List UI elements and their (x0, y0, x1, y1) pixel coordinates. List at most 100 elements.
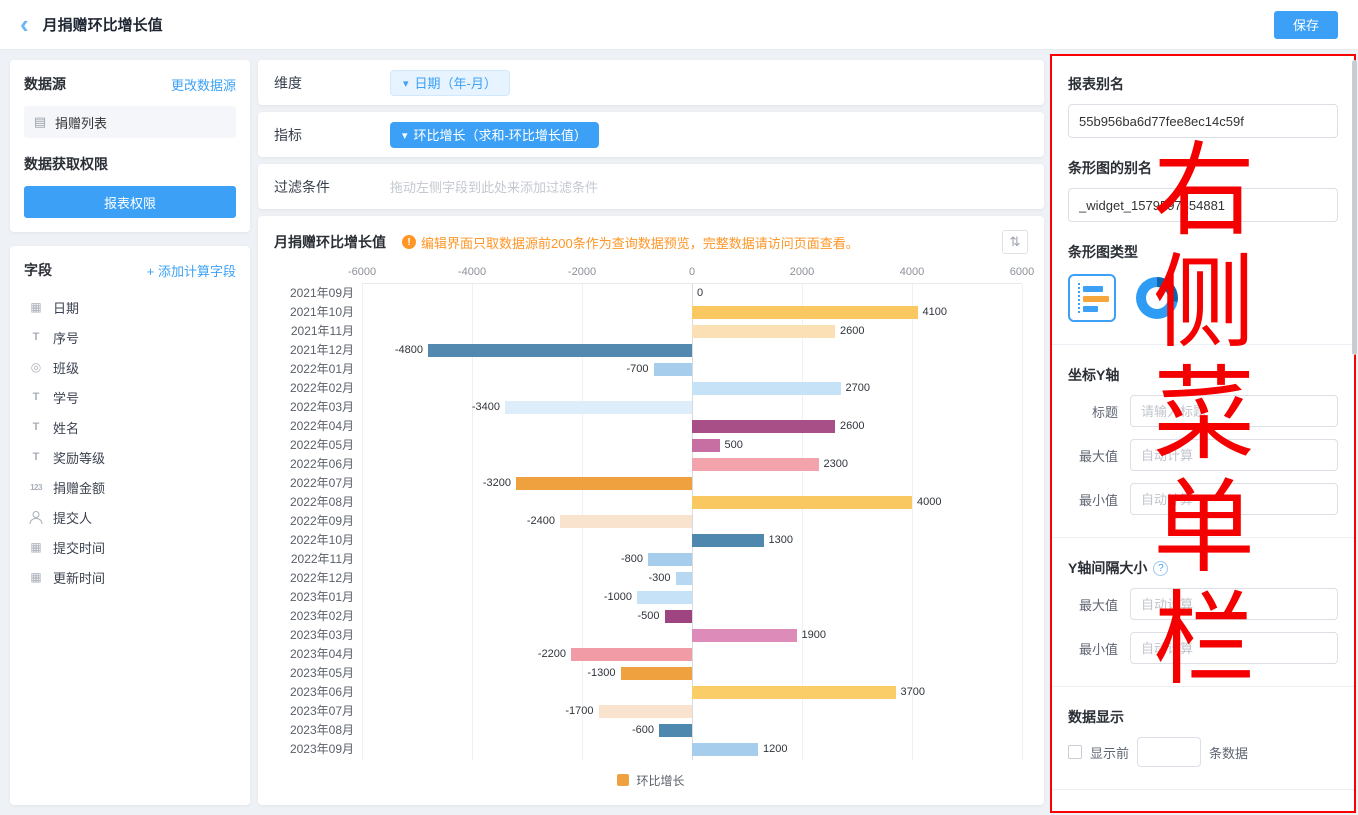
bar-2022年04月[interactable] (692, 420, 835, 433)
y-axis-rows-标题-input[interactable] (1130, 395, 1338, 427)
filter-dropzone[interactable]: 拖动左侧字段到此处来添加过滤条件 (390, 180, 599, 195)
bar-2023年06月[interactable] (692, 686, 896, 699)
bar-2022年02月[interactable] (692, 382, 841, 395)
bar-rows: 2021年09月 0 2021年10月 4100 2021年11月 2600 2021年12… (290, 284, 1022, 759)
bar-2022年03月[interactable] (505, 401, 692, 414)
datasource-item-label: 捐赠列表 (55, 115, 108, 131)
bar-2021年12月[interactable] (428, 344, 692, 357)
text-icon (28, 421, 44, 433)
scrollbar[interactable] (1352, 60, 1357, 355)
datasource-panel: 数据源 更改数据源 捐赠列表 数据获取权限 报表权限 (10, 60, 250, 232)
bar-2023年05月[interactable] (620, 667, 692, 680)
bar-2021年11月[interactable] (692, 325, 835, 338)
fields-title: 字段 (24, 262, 52, 278)
y-interval-rows-最大值-input[interactable] (1130, 588, 1338, 620)
show-first-checkbox[interactable] (1068, 745, 1082, 759)
chart-row: 2022年11月 -800 (291, 550, 1022, 569)
datasource-item[interactable]: 捐赠列表 (24, 106, 236, 138)
chart-row: 2022年01月 -700 (290, 360, 1022, 379)
field-item-班级[interactable]: 班级 (24, 352, 236, 382)
report-permission-button[interactable]: 报表权限 (24, 186, 236, 218)
y-interval-title: Y轴间隔大小 (1068, 558, 1338, 578)
bar-2022年11月[interactable] (648, 553, 692, 566)
bar-2022年09月[interactable] (560, 515, 692, 528)
bar-2022年05月[interactable] (692, 439, 720, 452)
setting-label: 最小值 (1078, 641, 1118, 657)
person-icon (28, 511, 44, 524)
category-label: 2023年04月 (289, 647, 354, 661)
field-list: 日期序号班级学号姓名奖励等级捐赠金额提交人提交时间更新时间 (24, 292, 236, 592)
value-label: 2600 (839, 420, 865, 432)
value-label: 4100 (922, 306, 947, 318)
bar-chart-type-icon (1077, 283, 1109, 313)
chart-header: 月捐赠环比增长值 编辑界面只取数据源前200条作为查询数据预览，完整数据请访问页… (274, 230, 1028, 254)
y-axis-rows-最小值-input[interactable] (1130, 483, 1338, 515)
setting-row: 标题 (1068, 395, 1338, 427)
divider (1052, 344, 1354, 345)
row-count-input[interactable] (1137, 737, 1202, 767)
chart-row: 2021年09月 0 (290, 284, 1022, 303)
category-label: 2022年01月 (289, 362, 354, 376)
field-item-提交人[interactable]: 提交人 (24, 502, 236, 532)
bar-2023年04月[interactable] (571, 648, 692, 661)
bar-2023年07月[interactable] (598, 705, 692, 718)
field-item-姓名[interactable]: 姓名 (24, 412, 236, 442)
save-button[interactable]: 保存 (1274, 10, 1338, 39)
y-axis-rows-最大值-input[interactable] (1130, 439, 1338, 471)
add-calc-field-link[interactable]: + 添加计算字段 (146, 263, 236, 279)
metric-pill-label: 环比增长（求和-环比增长值） (413, 128, 587, 143)
y-interval-settings: 最大值最小值 (1068, 588, 1338, 664)
category-label: 2022年11月 (290, 552, 354, 566)
warning-text: 编辑界面只取数据源前200条作为查询数据预览，完整数据请访问页面查看。 (421, 235, 859, 251)
category-label: 2022年04月 (289, 419, 354, 433)
x-axis: -6000 -4000 -2000 0 2000 4000 6000 (348, 266, 1034, 283)
field-item-日期[interactable]: 日期 (24, 292, 236, 322)
field-item-奖励等级[interactable]: 奖励等级 (24, 442, 236, 472)
value-label: -1000 (603, 591, 632, 603)
data-display-title: 数据显示 (1068, 709, 1124, 725)
field-item-学号[interactable]: 学号 (24, 382, 236, 412)
bar-2022年07月[interactable] (516, 477, 692, 490)
chart-legend[interactable]: 环比增长 (274, 763, 1028, 797)
y-interval-rows-最小值-input[interactable] (1130, 632, 1338, 664)
bar-2022年01月[interactable] (653, 363, 692, 376)
bar-2023年02月[interactable] (664, 610, 692, 623)
report-alias-input[interactable] (1068, 104, 1338, 138)
metric-pill[interactable]: 环比增长（求和-环比增长值） (390, 121, 599, 148)
warning-icon (402, 235, 416, 249)
dimension-label: 维度 (274, 74, 302, 91)
value-label: -1300 (587, 667, 616, 679)
page-title: 月捐赠环比增长值 (42, 17, 163, 34)
bar-2022年12月[interactable] (675, 572, 692, 585)
value-label: 0 (697, 287, 704, 299)
bar-2023年09月[interactable] (692, 743, 758, 756)
back-button[interactable] (20, 14, 29, 36)
info-icon[interactable] (1153, 560, 1169, 576)
change-datasource-link[interactable]: 更改数据源 (170, 77, 236, 93)
bar-2022年10月[interactable] (692, 534, 764, 547)
dimension-pill[interactable]: 日期（年-月） (390, 69, 510, 96)
category-label: 2023年03月 (289, 628, 354, 642)
circular-chart-type-option[interactable] (1134, 275, 1180, 321)
bar-2023年01月[interactable] (637, 591, 692, 604)
bar-alias-title: 条形图的别名 (1068, 160, 1152, 176)
field-item-捐赠金额[interactable]: 捐赠金额 (24, 472, 236, 502)
bar-2023年03月[interactable] (692, 629, 797, 642)
top-bar: 月捐赠环比增长值 保存 (0, 0, 1358, 50)
field-item-更新时间[interactable]: 更新时间 (24, 562, 236, 592)
chart-row: 2021年11月 2600 (291, 322, 1022, 341)
chart-row: 2023年05月 -1300 (290, 664, 1022, 683)
bar-2021年10月[interactable] (692, 306, 918, 319)
bar-chart-type-option[interactable] (1068, 274, 1116, 322)
bar-alias-input[interactable] (1068, 188, 1338, 222)
field-item-序号[interactable]: 序号 (24, 322, 236, 352)
field-item-提交时间[interactable]: 提交时间 (24, 532, 236, 562)
bar-2023年08月[interactable] (659, 724, 692, 737)
bar-2022年08月[interactable] (692, 496, 912, 509)
x-tick-label: 4000 (899, 266, 925, 278)
value-label: -4800 (394, 344, 423, 356)
bar-2022年06月[interactable] (692, 458, 819, 471)
sort-button[interactable] (1002, 230, 1028, 254)
divider (1052, 537, 1354, 538)
setting-label: 标题 (1091, 404, 1118, 420)
